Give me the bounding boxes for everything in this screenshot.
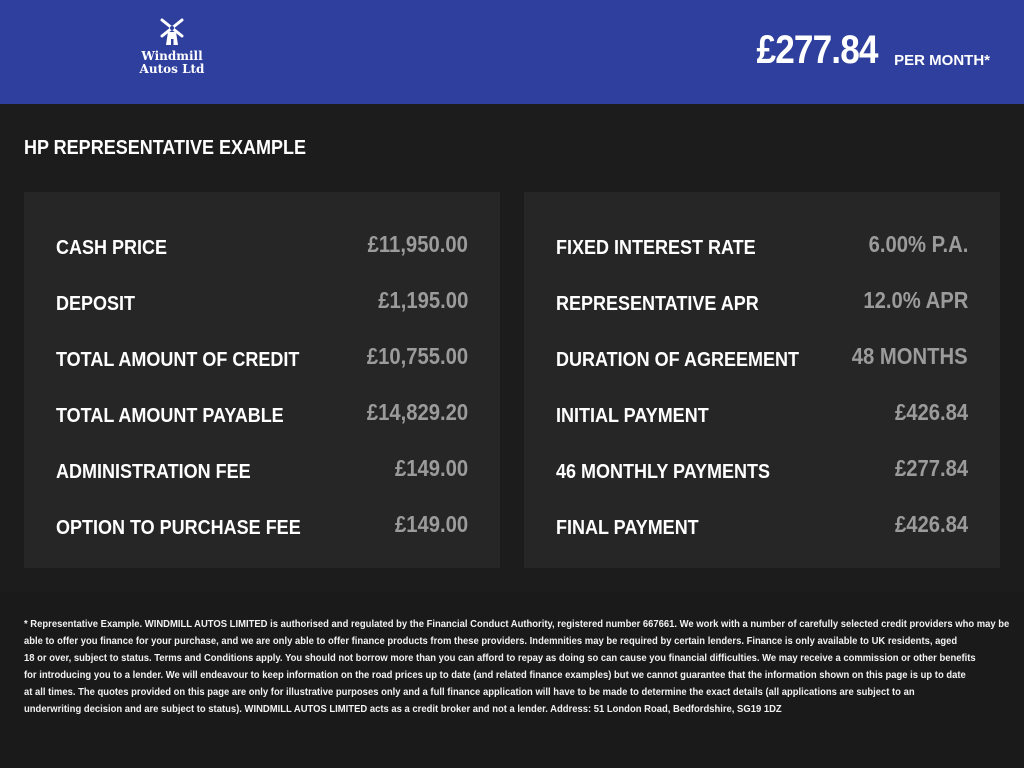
logo-text-line: Autos Ltd	[139, 62, 205, 76]
logo[interactable]: Windmill Autos Ltd	[130, 18, 214, 76]
finance-row: CASH PRICE £11,950.00	[56, 230, 468, 260]
disclaimer-line: able to offer you finance for your purch…	[24, 635, 958, 647]
row-value: £149.00	[394, 455, 468, 481]
disclaimer-line: * Representative Example. WINDMILL AUTOS…	[24, 618, 1010, 630]
disclaimer-line: at all times. The quotes provided on thi…	[24, 686, 915, 698]
windmill-icon	[160, 18, 184, 45]
row-value: £426.84	[894, 399, 968, 425]
finance-panel-right: FIXED INTEREST RATE 6.00% P.A. REPRESENTA…	[524, 192, 1000, 568]
row-label: FINAL PAYMENT	[556, 517, 699, 539]
row-label: 46 MONTHLY PAYMENTS	[556, 461, 771, 483]
row-label: OPTION TO PURCHASE FEE	[56, 517, 301, 539]
disclaimer-line: 18 or over, subject to status. Terms and…	[24, 652, 976, 664]
finance-row: FIXED INTEREST RATE 6.00% P.A.	[556, 230, 968, 260]
disclaimer: * Representative Example. WINDMILL AUTOS…	[24, 616, 1009, 718]
finance-row: TOTAL AMOUNT OF CREDIT £10,755.00	[56, 342, 468, 372]
row-value: £14,829.20	[366, 399, 468, 425]
finance-row: OPTION TO PURCHASE FEE £149.00	[56, 510, 468, 540]
disclaimer-line: underwriting decision and are subject to…	[24, 703, 782, 715]
row-value: £11,950.00	[367, 231, 468, 257]
finance-row: ADMINISTRATION FEE £149.00	[56, 454, 468, 484]
row-label: REPRESENTATIVE APR	[556, 293, 759, 315]
logo-text-line: Windmill	[141, 49, 203, 63]
finance-row: DEPOSIT £1,195.00	[56, 286, 468, 316]
monthly-price: £277.84	[756, 28, 879, 72]
row-label: FIXED INTEREST RATE	[556, 237, 756, 259]
section-title: HP REPRESENTATIVE EXAMPLE	[24, 137, 307, 159]
finance-row: TOTAL AMOUNT PAYABLE £14,829.20	[56, 398, 468, 428]
row-value: £149.00	[394, 511, 468, 537]
disclaimer-line: for introducing you to a lender. We will…	[24, 669, 966, 681]
row-value: 6.00% P.A.	[868, 231, 968, 257]
header: Windmill Autos Ltd £277.84 PER MONTH*	[0, 0, 1024, 104]
row-label: INITIAL PAYMENT	[556, 405, 709, 427]
finance-row: INITIAL PAYMENT £426.84	[556, 398, 968, 428]
row-label: TOTAL AMOUNT OF CREDIT	[56, 349, 300, 371]
finance-row: REPRESENTATIVE APR 12.0% APR	[556, 286, 968, 316]
row-value: £1,195.00	[377, 287, 468, 313]
row-label: ADMINISTRATION FEE	[56, 461, 251, 483]
row-value: £277.84	[894, 455, 968, 481]
row-value: 12.0% APR	[863, 287, 968, 313]
finance-row: 46 MONTHLY PAYMENTS £277.84	[556, 454, 968, 484]
row-value: £426.84	[894, 511, 968, 537]
footer: * Representative Example. WINDMILL AUTOS…	[0, 592, 1024, 768]
row-label: DEPOSIT	[56, 293, 136, 315]
per-month-label: PER MONTH*	[894, 52, 990, 69]
row-value: 48 MONTHS	[852, 343, 968, 369]
finance-row: FINAL PAYMENT £426.84	[556, 510, 968, 540]
row-label: DURATION OF AGREEMENT	[556, 349, 799, 371]
row-label: TOTAL AMOUNT PAYABLE	[56, 405, 284, 427]
row-label: CASH PRICE	[56, 237, 168, 259]
finance-panel-left: CASH PRICE £11,950.00 DEPOSIT £1,195.00 TO…	[24, 192, 500, 568]
row-value: £10,755.00	[366, 343, 468, 369]
finance-row: DURATION OF AGREEMENT 48 MONTHS	[556, 342, 968, 372]
